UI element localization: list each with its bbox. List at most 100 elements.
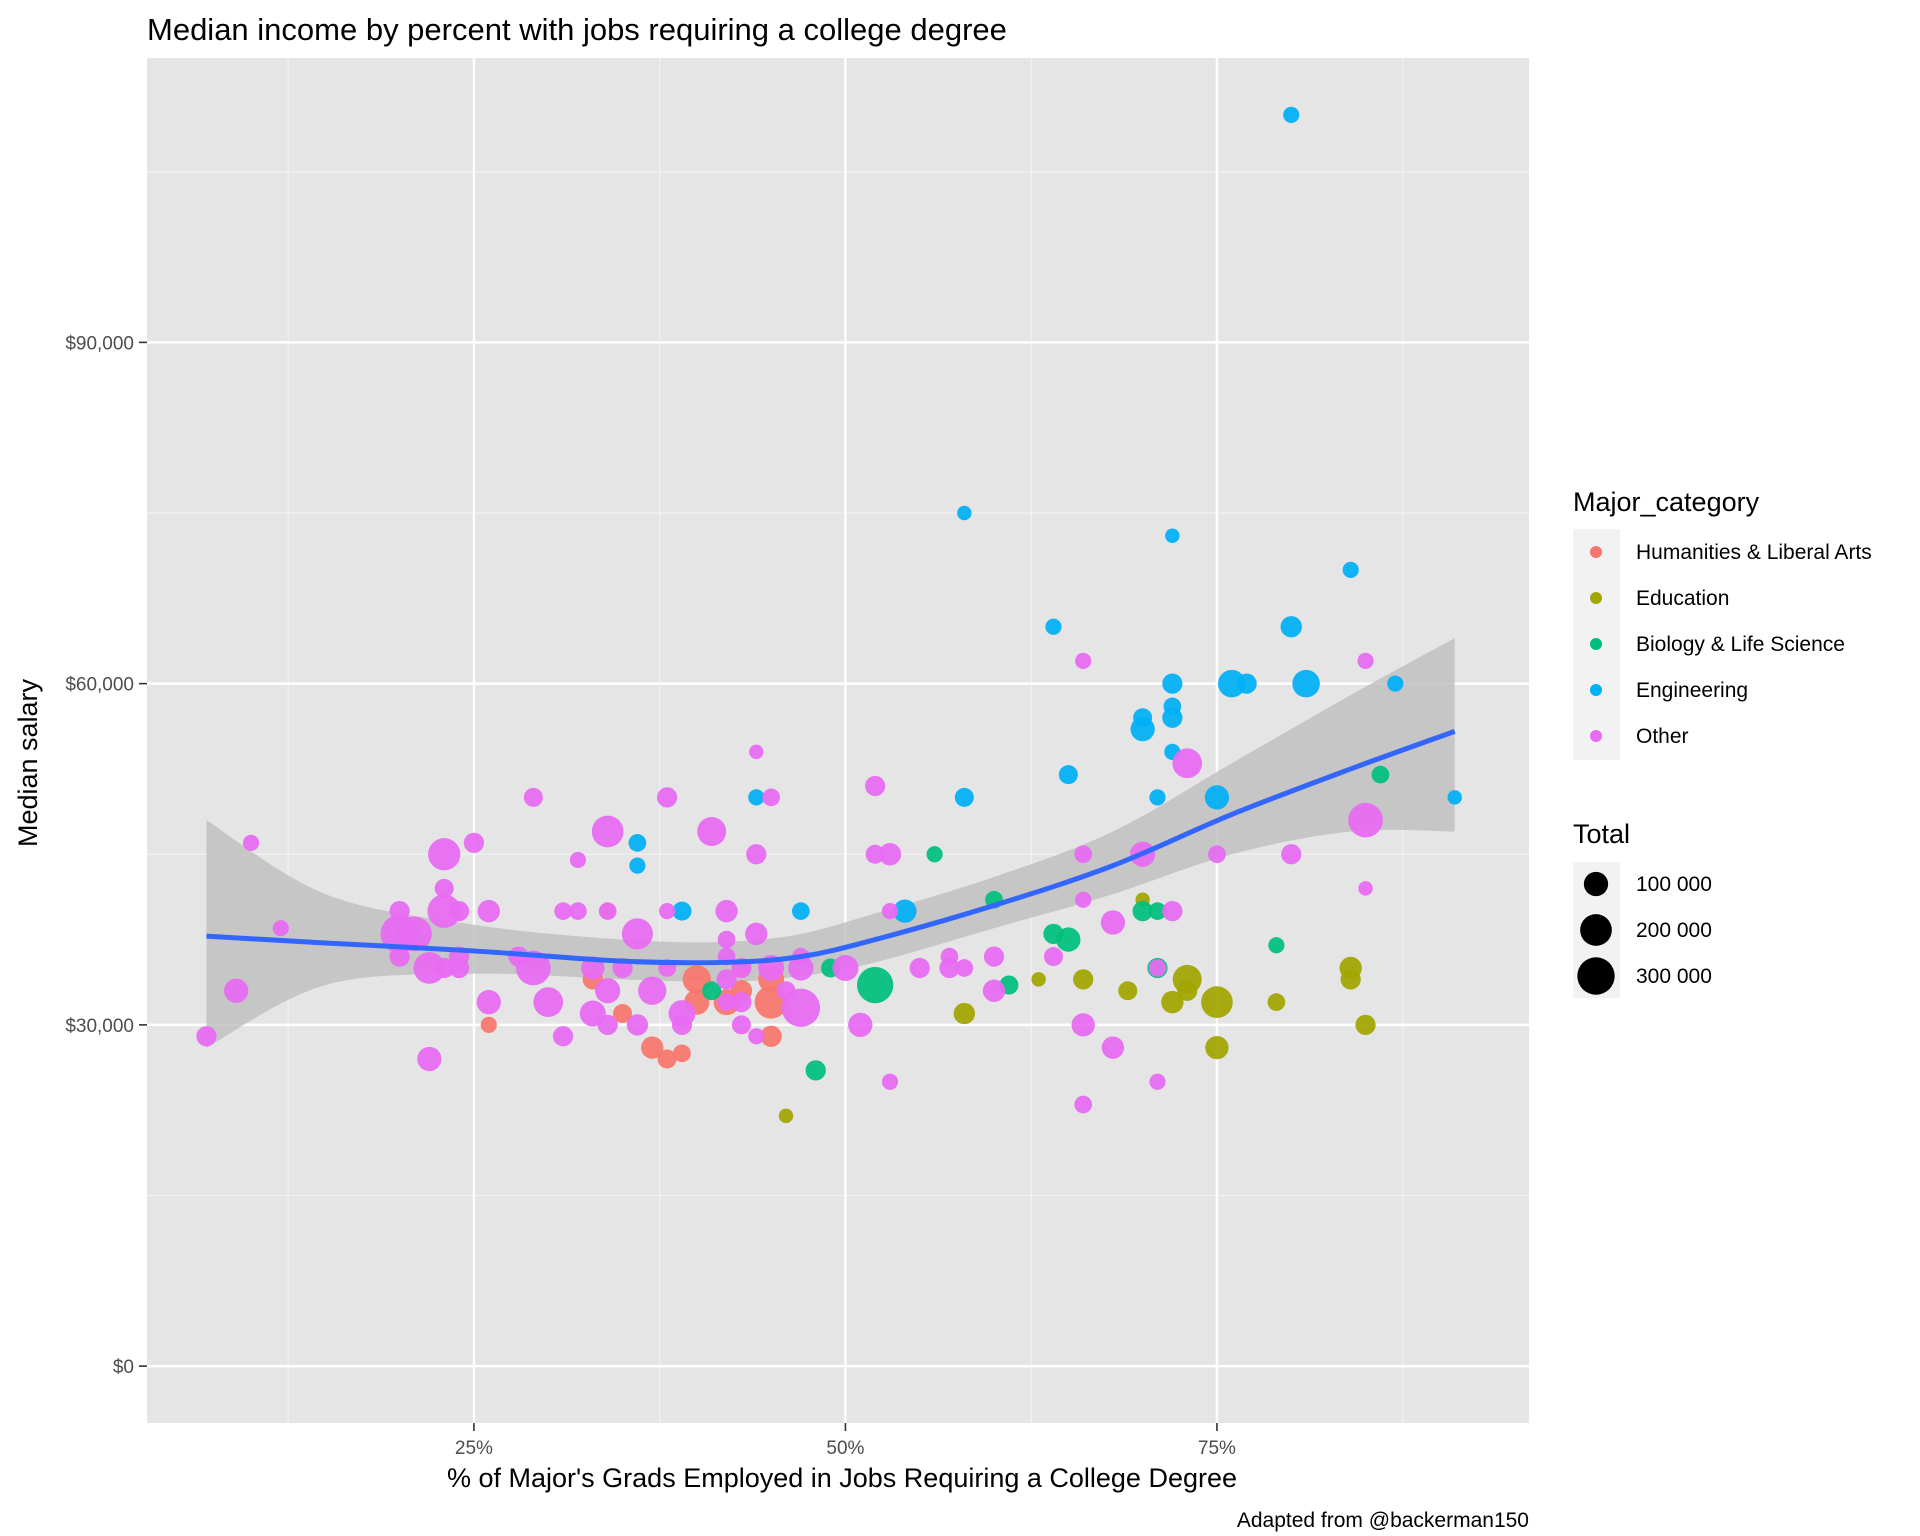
data-point xyxy=(881,1073,899,1090)
data-point xyxy=(598,902,617,920)
smooth-line xyxy=(206,729,1456,966)
data-point xyxy=(746,844,767,865)
data-point xyxy=(434,957,455,979)
data-point xyxy=(1236,673,1257,694)
data-point xyxy=(1218,669,1246,698)
data-point xyxy=(629,857,646,874)
data-point xyxy=(856,966,894,1004)
y-tick-label: $0 xyxy=(113,1357,134,1378)
data-point xyxy=(1161,990,1184,1014)
data-point xyxy=(476,989,501,1015)
data-point xyxy=(1075,891,1092,908)
data-point xyxy=(762,788,780,807)
color-legend-key xyxy=(1590,684,1602,696)
data-point xyxy=(1268,937,1285,954)
data-point xyxy=(778,1108,794,1124)
data-point xyxy=(554,902,572,920)
data-point xyxy=(196,1026,217,1047)
data-point xyxy=(434,878,454,898)
data-point xyxy=(982,979,1006,1002)
color-legend: Major_category Humanities & Liberal Arts… xyxy=(1573,487,1872,760)
data-point xyxy=(1172,748,1203,779)
data-point xyxy=(848,1012,873,1038)
color-legend-label: Other xyxy=(1636,725,1689,748)
data-point xyxy=(1348,802,1383,838)
minor-gridlines xyxy=(147,58,1529,1423)
data-point xyxy=(621,918,653,950)
data-point xyxy=(1447,790,1462,805)
data-point xyxy=(878,843,902,866)
data-point xyxy=(1031,972,1046,987)
size-legend: Total 100 000 200 000 300 000 xyxy=(1573,819,1712,998)
data-point xyxy=(748,1028,765,1045)
data-point xyxy=(1130,716,1155,742)
data-point xyxy=(760,1025,782,1047)
data-point xyxy=(656,787,678,808)
data-point xyxy=(1280,616,1302,638)
data-point xyxy=(533,987,564,1017)
data-point xyxy=(427,894,461,928)
data-point xyxy=(716,969,737,990)
major-gridlines xyxy=(147,58,1529,1423)
data-point xyxy=(731,1015,751,1035)
data-point xyxy=(597,1014,618,1036)
data-point xyxy=(1162,673,1183,694)
data-point xyxy=(1358,881,1373,896)
data-point xyxy=(955,959,974,977)
data-point xyxy=(448,957,470,979)
size-legend-label: 200 000 xyxy=(1636,919,1712,942)
data-point xyxy=(748,789,765,806)
data-point xyxy=(939,957,960,979)
x-axis: 25% 50% 75% xyxy=(455,1423,1236,1459)
data-point xyxy=(1340,969,1361,990)
y-tick-label: $30,000 xyxy=(65,1016,134,1037)
data-point xyxy=(1292,669,1320,698)
color-legend-label: Biology & Life Science xyxy=(1636,633,1845,656)
data-point xyxy=(953,1002,975,1025)
data-point xyxy=(1074,1095,1093,1114)
data-point xyxy=(595,978,621,1004)
data-point xyxy=(1148,959,1167,977)
data-point xyxy=(673,1044,691,1063)
color-legend-label: Education xyxy=(1636,587,1729,610)
data-point xyxy=(428,838,461,871)
data-point xyxy=(1162,707,1183,728)
data-point xyxy=(626,1014,649,1036)
data-point xyxy=(781,988,821,1028)
data-point xyxy=(805,1060,826,1081)
data-point xyxy=(1074,845,1093,864)
data-point xyxy=(745,922,768,946)
data-point xyxy=(749,744,764,760)
data-point xyxy=(1101,1036,1125,1059)
color-legend-key xyxy=(1590,730,1602,742)
size-legend-key xyxy=(1577,957,1615,995)
y-axis: $0 $30,000 $60,000 $90,000 xyxy=(65,333,147,1378)
x-axis-label: % of Major's Grads Employed in Jobs Requ… xyxy=(447,1463,1237,1493)
data-point xyxy=(926,846,943,863)
data-point xyxy=(569,902,587,920)
data-point xyxy=(1148,902,1167,920)
data-point xyxy=(1204,785,1230,810)
data-point xyxy=(397,916,432,952)
color-legend-label: Humanities & Liberal Arts xyxy=(1636,541,1872,564)
data-point xyxy=(638,976,667,1005)
data-point xyxy=(697,816,727,847)
y-tick-label: $90,000 xyxy=(65,333,134,354)
data-point xyxy=(389,946,410,967)
data-point xyxy=(224,978,249,1003)
data-point xyxy=(1071,1013,1095,1037)
data-point xyxy=(242,834,260,851)
data-point xyxy=(954,787,974,807)
size-legend-label: 100 000 xyxy=(1636,873,1712,896)
data-point xyxy=(893,899,917,923)
scatter-points xyxy=(196,106,1462,1124)
data-point xyxy=(717,993,736,1011)
data-point xyxy=(591,815,624,848)
data-point xyxy=(272,920,289,937)
chart-title: Median income by percent with jobs requi… xyxy=(147,12,1007,47)
color-legend-key xyxy=(1590,638,1602,650)
data-point xyxy=(1073,969,1094,990)
data-point xyxy=(865,775,886,797)
confidence-ribbon xyxy=(206,638,1455,1048)
